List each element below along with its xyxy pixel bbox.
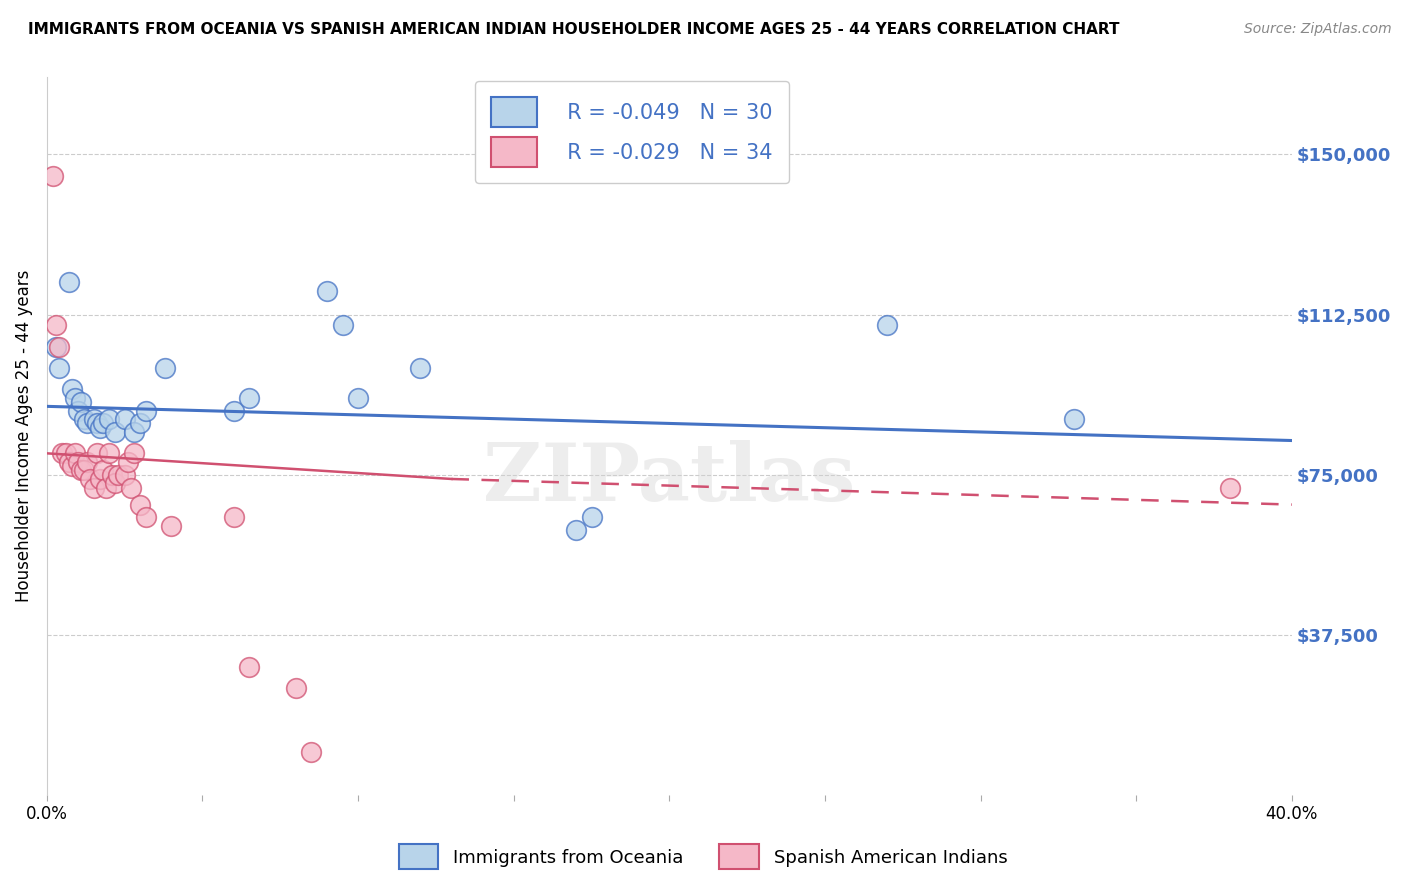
Point bbox=[222, 510, 245, 524]
Point bbox=[76, 417, 98, 431]
Point bbox=[409, 360, 432, 375]
Point bbox=[153, 360, 176, 375]
Point bbox=[120, 481, 142, 495]
Point bbox=[101, 467, 124, 482]
Point bbox=[117, 455, 139, 469]
Point bbox=[58, 455, 80, 469]
Point bbox=[66, 455, 89, 469]
Point bbox=[135, 510, 157, 524]
Point bbox=[79, 472, 101, 486]
Point bbox=[70, 395, 93, 409]
Point bbox=[73, 412, 96, 426]
Point bbox=[238, 391, 260, 405]
Point bbox=[60, 459, 83, 474]
Point bbox=[60, 382, 83, 396]
Point bbox=[89, 420, 111, 434]
Point bbox=[1063, 412, 1085, 426]
Point bbox=[58, 276, 80, 290]
Point bbox=[45, 340, 67, 354]
Point bbox=[86, 446, 108, 460]
Point bbox=[55, 446, 77, 460]
Text: Source: ZipAtlas.com: Source: ZipAtlas.com bbox=[1244, 22, 1392, 37]
Point bbox=[83, 412, 105, 426]
Point bbox=[45, 318, 67, 333]
Y-axis label: Householder Income Ages 25 - 44 years: Householder Income Ages 25 - 44 years bbox=[15, 270, 32, 602]
Point bbox=[1218, 481, 1240, 495]
Point bbox=[316, 284, 339, 298]
Point bbox=[42, 169, 65, 183]
Point bbox=[63, 391, 86, 405]
Point bbox=[160, 519, 183, 533]
Point bbox=[122, 446, 145, 460]
Text: ZIPatlas: ZIPatlas bbox=[484, 441, 855, 518]
Point bbox=[129, 498, 152, 512]
Point bbox=[83, 481, 105, 495]
Point bbox=[48, 340, 70, 354]
Point bbox=[238, 660, 260, 674]
Point bbox=[347, 391, 370, 405]
Point bbox=[107, 467, 129, 482]
Point bbox=[581, 510, 603, 524]
Point bbox=[284, 681, 307, 696]
Point bbox=[122, 425, 145, 439]
Point bbox=[86, 417, 108, 431]
Point bbox=[63, 446, 86, 460]
Point bbox=[129, 417, 152, 431]
Point bbox=[114, 412, 136, 426]
Point bbox=[135, 403, 157, 417]
Point bbox=[98, 412, 121, 426]
Point bbox=[73, 463, 96, 477]
Point bbox=[332, 318, 354, 333]
Point bbox=[91, 463, 114, 477]
Point bbox=[104, 476, 127, 491]
Point bbox=[299, 745, 322, 759]
Point bbox=[222, 403, 245, 417]
Text: IMMIGRANTS FROM OCEANIA VS SPANISH AMERICAN INDIAN HOUSEHOLDER INCOME AGES 25 - : IMMIGRANTS FROM OCEANIA VS SPANISH AMERI… bbox=[28, 22, 1119, 37]
Point bbox=[98, 446, 121, 460]
Point bbox=[89, 472, 111, 486]
Point bbox=[114, 467, 136, 482]
Point bbox=[76, 455, 98, 469]
Point bbox=[51, 446, 73, 460]
Point bbox=[94, 481, 117, 495]
Legend: Immigrants from Oceania, Spanish American Indians: Immigrants from Oceania, Spanish America… bbox=[389, 835, 1017, 879]
Point bbox=[66, 403, 89, 417]
Point bbox=[565, 523, 588, 537]
Point bbox=[48, 360, 70, 375]
Legend:   R = -0.049   N = 30,   R = -0.029   N = 34: R = -0.049 N = 30, R = -0.029 N = 34 bbox=[475, 80, 789, 184]
Point bbox=[104, 425, 127, 439]
Point bbox=[876, 318, 898, 333]
Point bbox=[91, 417, 114, 431]
Point bbox=[70, 463, 93, 477]
